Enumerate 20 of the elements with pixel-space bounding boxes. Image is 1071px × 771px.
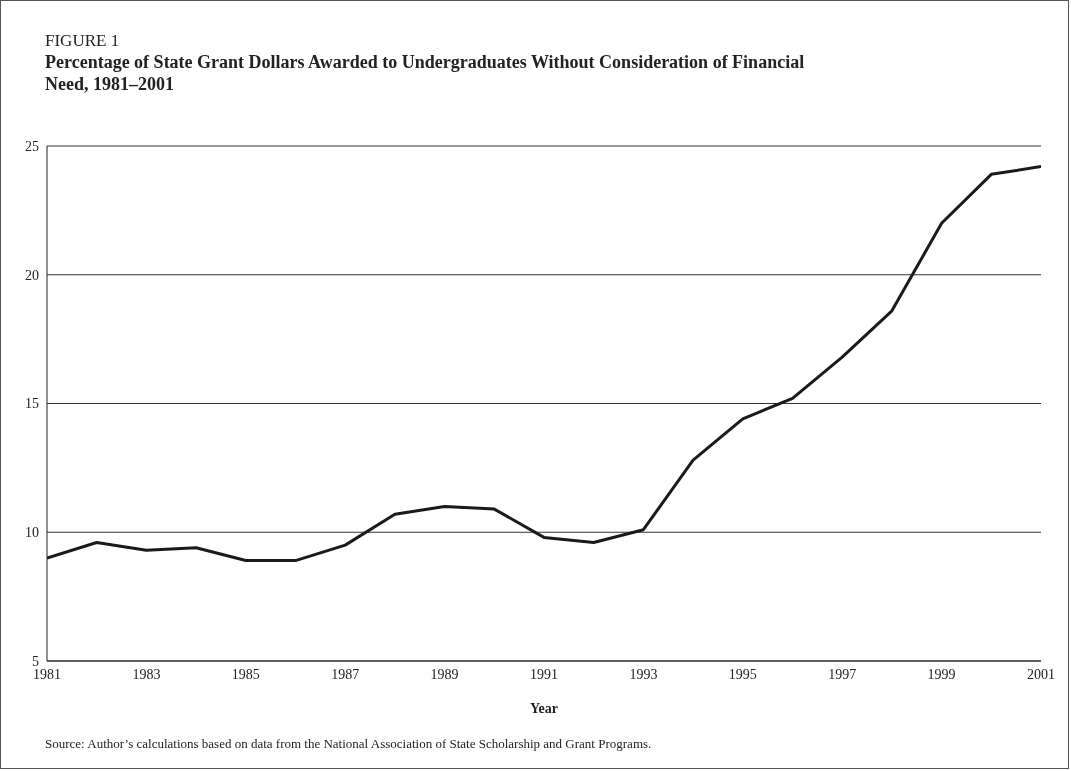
x-tick-label: 1991: [530, 666, 558, 682]
x-tick-label: 1995: [728, 666, 757, 682]
chart-title: FIGURE 1: [45, 31, 120, 51]
x-tick-label: 1981: [33, 666, 61, 682]
y-tick-label: 25: [25, 138, 39, 154]
y-tick-label: 20: [25, 267, 39, 283]
x-tick-label: 1985: [231, 666, 260, 682]
x-tick-label: 1983: [132, 666, 161, 682]
x-tick-label: 1997: [828, 666, 857, 682]
source-note: Source: Author’s calculations based on data from the National Association of State Scholarship and Grant Programs.: [45, 736, 652, 752]
x-axis-title: Year: [530, 701, 558, 716]
chart-subtitle: Percentage of State Grant Dollars Awarded to Undergraduates Without Consideration of Financial Need, 1981–2001: [45, 51, 805, 95]
x-tick-label: 1999: [927, 666, 956, 682]
x-tick-label: 1987: [331, 666, 360, 682]
x-tick-label: 1993: [629, 666, 658, 682]
x-tick-label: 1989: [430, 666, 459, 682]
y-tick-label: 15: [25, 396, 39, 412]
x-tick-label: 2001: [1027, 666, 1055, 682]
y-tick-label: 10: [25, 525, 39, 541]
y-tick-label: 5: [32, 653, 39, 669]
